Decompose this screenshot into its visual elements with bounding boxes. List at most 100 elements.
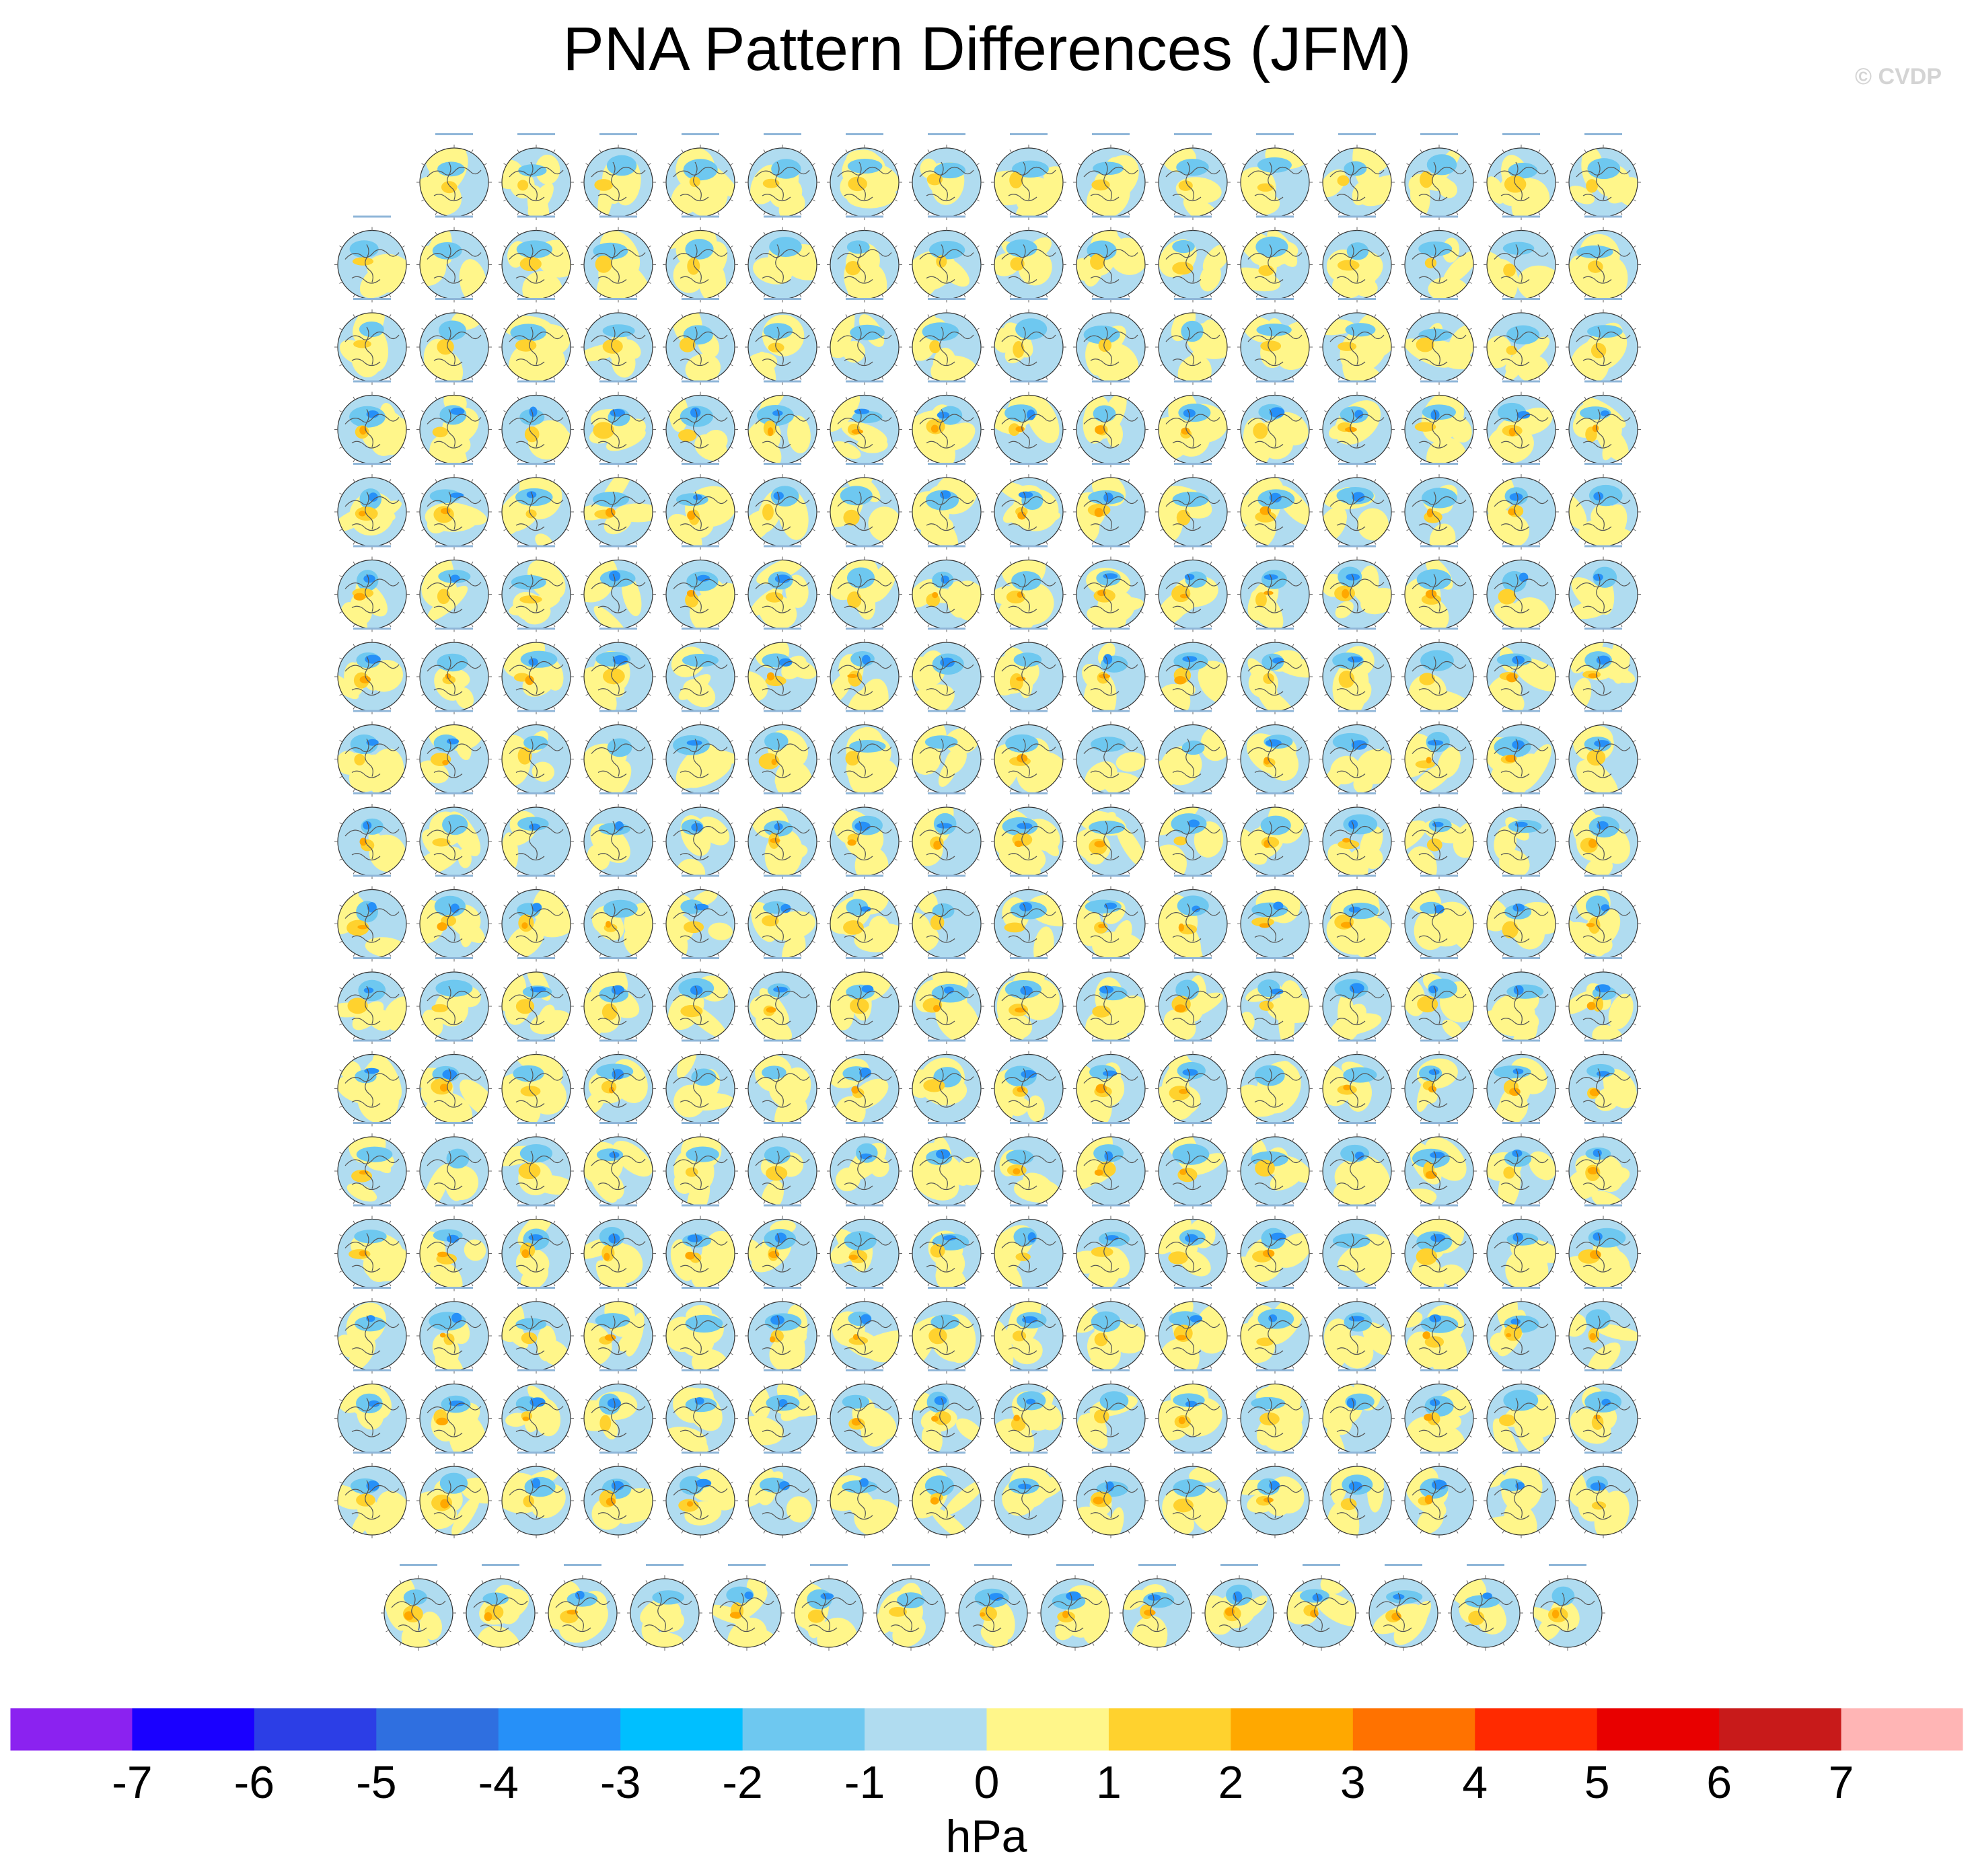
positive-region	[830, 321, 850, 359]
longitude-tick	[585, 905, 589, 907]
longitude-tick	[599, 479, 601, 483]
longitude-tick	[1632, 1070, 1636, 1072]
longitude-tick	[681, 1035, 684, 1039]
coastline	[755, 161, 810, 202]
positive-core	[595, 255, 612, 273]
longitude-tick	[401, 740, 405, 743]
longitude-tick	[1009, 1118, 1012, 1122]
longitude-tick	[1292, 459, 1294, 463]
longitude-tick	[1338, 953, 1340, 957]
map-field	[912, 478, 981, 546]
longitude-tick	[1468, 1105, 1472, 1108]
longitude-tick	[1456, 953, 1459, 957]
longitude-tick	[914, 822, 918, 825]
longitude-tick	[1222, 822, 1226, 825]
longitude-tick	[565, 1105, 569, 1108]
longitude-tick	[681, 459, 684, 463]
longitude-tick	[1420, 459, 1422, 463]
longitude-tick	[1222, 693, 1226, 696]
longitude-tick	[976, 281, 980, 284]
panel-caption	[599, 957, 637, 959]
longitude-tick	[963, 870, 966, 874]
longitude-tick	[1046, 624, 1048, 628]
negative-core	[1428, 985, 1438, 993]
longitude-tick	[763, 376, 766, 380]
longitude-tick	[353, 788, 355, 792]
map-field	[912, 313, 981, 381]
panel-caption	[1584, 957, 1622, 959]
longitude-tick	[1570, 905, 1574, 907]
longitude-tick	[729, 492, 733, 495]
longitude-tick	[1210, 1055, 1212, 1059]
longitude-tick	[599, 149, 601, 153]
longitude-tick	[1128, 294, 1130, 298]
panel-caption	[846, 380, 883, 383]
longitude-tick	[927, 231, 930, 235]
longitude-tick	[893, 281, 898, 284]
longitude-tick	[353, 891, 355, 895]
longitude-tick	[635, 396, 638, 400]
longitude-tick	[435, 1055, 437, 1059]
map-field	[420, 313, 488, 381]
longitude-tick	[421, 575, 425, 578]
negative-region	[516, 240, 553, 258]
longitude-tick	[799, 1138, 802, 1142]
map-field	[1405, 313, 1473, 381]
longitude-tick	[1374, 788, 1377, 792]
longitude-tick	[927, 149, 930, 153]
map-panel	[581, 463, 656, 550]
longitude-tick	[1488, 492, 1492, 495]
longitude-tick	[1091, 396, 1094, 400]
panel-caption	[1584, 710, 1622, 712]
panel-caption	[928, 874, 965, 877]
longitude-tick	[1078, 1188, 1082, 1191]
longitude-tick	[845, 561, 848, 565]
longitude-tick	[435, 1138, 437, 1142]
longitude-tick	[717, 1138, 720, 1142]
longitude-tick	[1292, 644, 1294, 648]
map-field	[584, 642, 653, 711]
longitude-tick	[1304, 575, 1308, 578]
longitude-tick	[927, 479, 930, 483]
longitude-tick	[1324, 858, 1328, 861]
longitude-tick	[811, 858, 815, 861]
coastline	[837, 244, 892, 284]
longitude-tick	[1128, 459, 1130, 463]
longitude-tick	[599, 1200, 601, 1204]
longitude-tick	[927, 809, 930, 813]
map-field	[1076, 313, 1145, 381]
longitude-tick	[729, 940, 733, 943]
longitude-tick	[799, 644, 802, 648]
longitude-tick	[435, 541, 437, 545]
map-panel	[745, 298, 820, 385]
longitude-tick	[963, 706, 966, 710]
longitude-tick	[845, 706, 848, 710]
longitude-tick	[750, 281, 754, 284]
longitude-tick	[729, 529, 733, 531]
longitude-tick	[401, 905, 405, 907]
longitude-tick	[1058, 446, 1062, 449]
longitude-tick	[1078, 163, 1082, 165]
longitude-tick	[585, 1152, 589, 1154]
longitude-tick	[1324, 740, 1328, 743]
longitude-tick	[1128, 479, 1130, 483]
longitude-tick	[1550, 776, 1554, 778]
longitude-tick	[1406, 281, 1410, 284]
longitude-tick	[1488, 693, 1492, 696]
longitude-tick	[585, 492, 589, 495]
longitude-tick	[339, 246, 343, 248]
panel-caption	[928, 1039, 965, 1042]
longitude-tick	[1570, 529, 1574, 531]
longitude-tick	[503, 1023, 507, 1026]
longitude-tick	[1173, 1118, 1176, 1122]
map-field	[502, 395, 571, 464]
longitude-tick	[401, 1070, 405, 1072]
longitude-tick	[647, 246, 651, 248]
longitude-tick	[1173, 706, 1176, 710]
negative-core	[1099, 985, 1114, 994]
negative-region	[1587, 325, 1623, 338]
longitude-tick	[1058, 410, 1062, 413]
map-panel	[1155, 874, 1231, 962]
longitude-tick	[1058, 1188, 1062, 1191]
longitude-tick	[1584, 1035, 1586, 1039]
